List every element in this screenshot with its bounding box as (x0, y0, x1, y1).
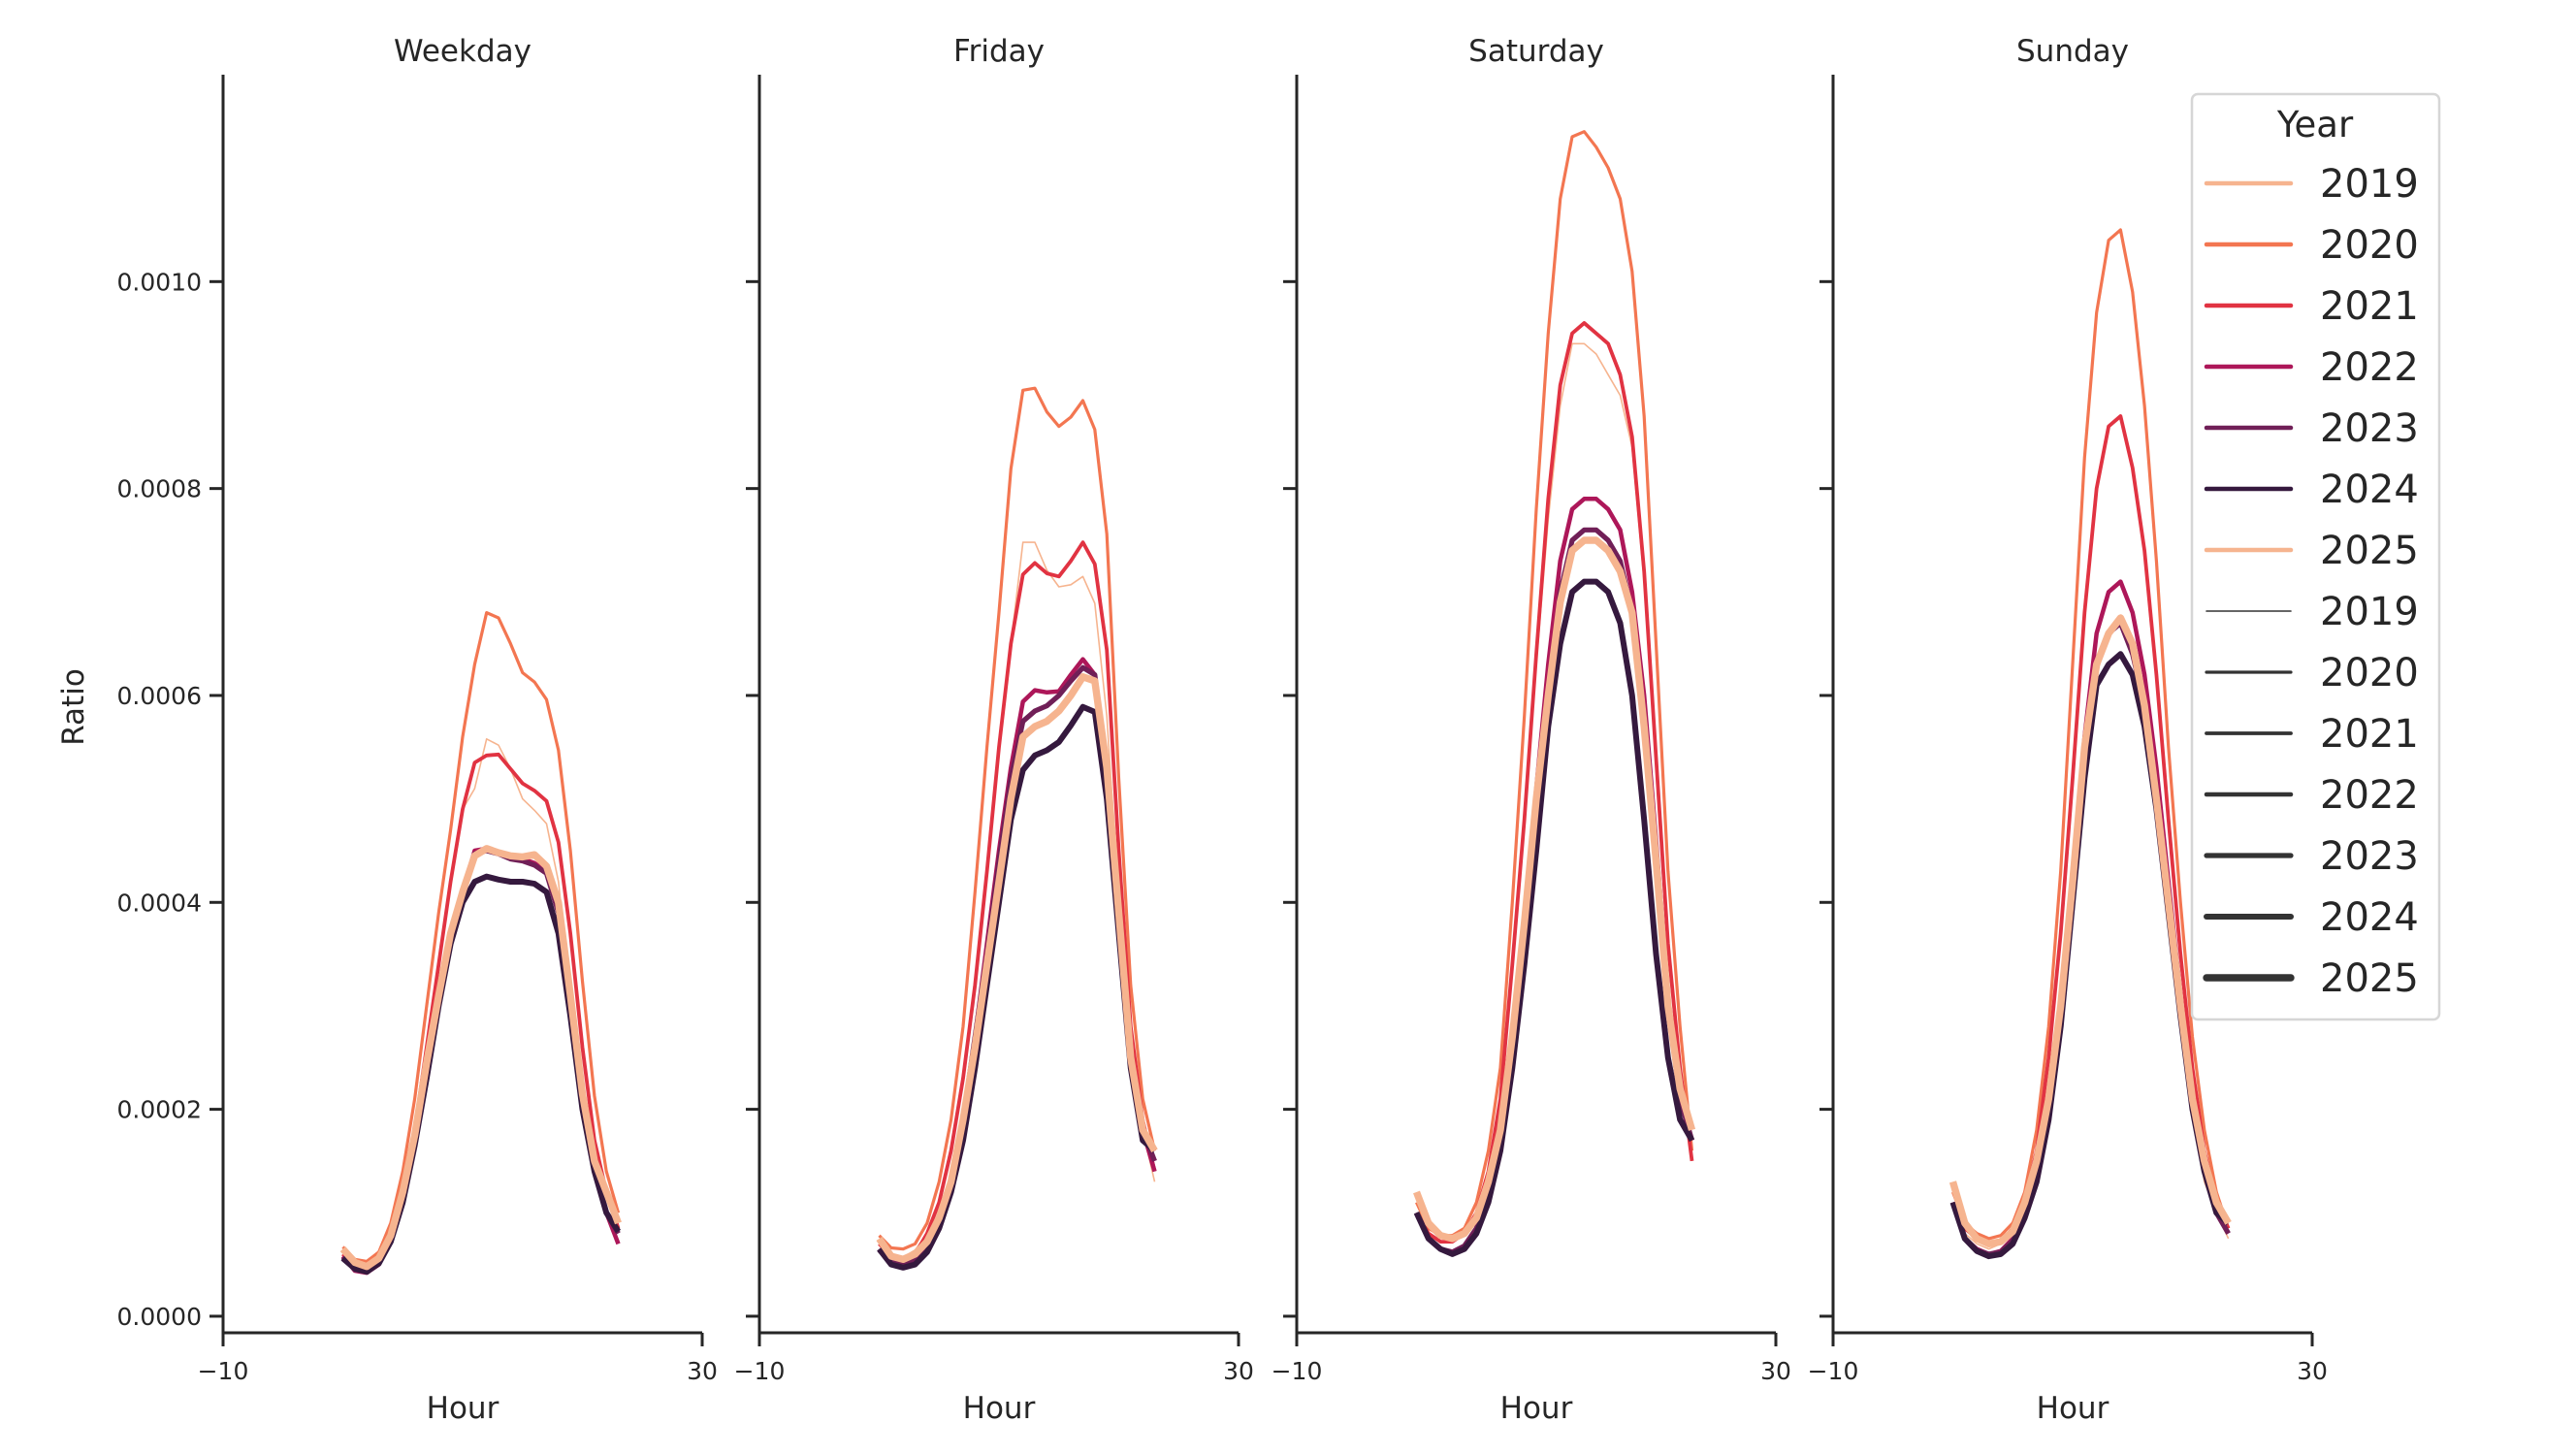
series-line-2025 (1948, 614, 2232, 1247)
series-line-2025 (339, 845, 622, 1271)
panel-friday: Friday −10 30 Hour (734, 34, 1254, 1426)
y-tick-label: 0.0002 (117, 1096, 202, 1124)
x-tick-label: 30 (2297, 1357, 2328, 1385)
legend-label: 2023 (2320, 834, 2419, 879)
x-axis-title: Hour (2037, 1391, 2109, 1426)
panel-saturday: Saturday −10 30 Hour (1272, 34, 1791, 1426)
x-tick-label: −10 (198, 1357, 249, 1385)
y-tick-label: 0.0006 (117, 682, 202, 710)
x-axis-title: Hour (427, 1391, 499, 1426)
legend-item-2024: 2024 (2204, 468, 2419, 512)
legend-label: 2024 (2320, 468, 2419, 512)
series-line-2025 (1413, 536, 1696, 1243)
legend-item-2021: 2021 (2205, 712, 2419, 757)
x-tick-label: −10 (1808, 1357, 1859, 1385)
legend-label: 2020 (2320, 223, 2419, 268)
legend-item-2024: 2024 (2204, 895, 2419, 940)
legend-label: 2025 (2320, 529, 2419, 573)
x-tick-label: 30 (1223, 1357, 1254, 1385)
legend-frame (2190, 92, 2441, 1021)
y-tick-label: 0.0008 (117, 475, 202, 503)
legend-label: 2023 (2320, 406, 2419, 451)
panel-title: Saturday (1468, 34, 1604, 69)
legend-item-2022: 2022 (2204, 773, 2419, 818)
legend: Year 2019 2020 2021 2022 2023 2024 2025 2019 2020… (2190, 92, 2441, 1021)
x-tick-label: 30 (1760, 1357, 1791, 1385)
panel-sunday: Sunday −10 30 Hour (1808, 34, 2328, 1426)
series-line-2024 (1949, 651, 2231, 1260)
legend-label: 2022 (2320, 773, 2419, 818)
x-axis-title: Hour (1500, 1391, 1573, 1426)
legend-item-2020: 2020 (2205, 651, 2419, 695)
series-line-2021 (878, 540, 1157, 1262)
panel-title: Sunday (2016, 34, 2129, 69)
series-line-2020 (1415, 130, 1694, 1238)
x-tick-label: −10 (734, 1357, 786, 1385)
panel-title: Friday (953, 34, 1045, 69)
series-line-2021 (341, 752, 621, 1272)
legend-label: 2021 (2320, 284, 2419, 329)
legend-label: 2019 (2320, 590, 2419, 634)
legend-item-2022: 2022 (2204, 345, 2419, 390)
series-line-2020 (878, 386, 1157, 1251)
series-line-2020 (1951, 228, 2231, 1241)
x-tick-label: 30 (687, 1357, 718, 1385)
legend-label: 2021 (2320, 712, 2419, 757)
legend-item-2019: 2019 (2204, 162, 2419, 207)
legend-title: Year (2276, 104, 2354, 146)
series-line-2024 (877, 703, 1157, 1271)
legend-label: 2022 (2320, 345, 2419, 390)
series-line-2020 (341, 611, 621, 1263)
legend-item-2019: 2019 (2206, 590, 2419, 634)
y-tick-label: 0.0004 (117, 889, 202, 917)
legend-item-2023: 2023 (2204, 406, 2419, 451)
legend-item-2023: 2023 (2204, 834, 2419, 879)
series-line-2025 (876, 673, 1158, 1263)
legend-label: 2024 (2320, 895, 2419, 940)
panel-title: Weekday (394, 34, 531, 69)
x-tick-label: −10 (1272, 1357, 1323, 1385)
panel-weekday: Weekday 0.0000 0.0002 0.0004 0.0006 0.0008 0.0… (117, 34, 718, 1426)
legend-item-2025: 2025 (2203, 956, 2419, 1001)
x-axis-title: Hour (963, 1391, 1036, 1426)
legend-label: 2025 (2320, 956, 2419, 1001)
legend-label: 2019 (2320, 162, 2419, 207)
y-tick-label: 0.0010 (117, 268, 202, 296)
legend-item-2020: 2020 (2204, 223, 2419, 268)
series-line-2021 (1950, 414, 2231, 1246)
y-tick-label: 0.0000 (117, 1303, 202, 1331)
legend-label: 2020 (2320, 651, 2419, 695)
legend-item-2021: 2021 (2204, 284, 2419, 329)
legend-item-2025: 2025 (2204, 529, 2419, 573)
y-axis-title: Ratio (56, 668, 91, 746)
series-line-2024 (1413, 578, 1695, 1257)
